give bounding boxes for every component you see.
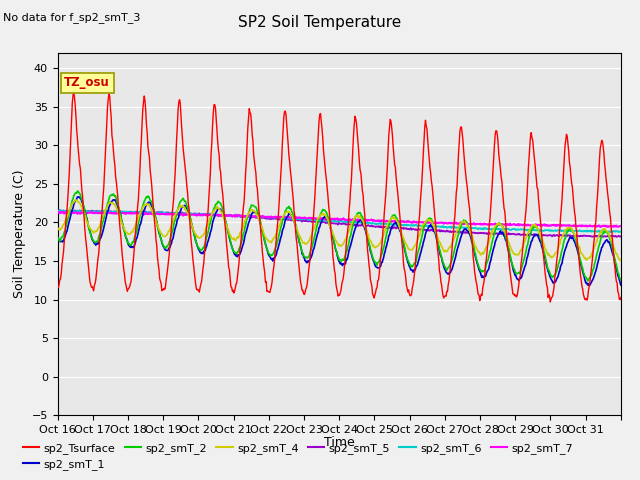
Y-axis label: Soil Temperature (C): Soil Temperature (C) <box>13 170 26 298</box>
Legend: sp2_Tsurface, sp2_smT_1, sp2_smT_2, sp2_smT_4, sp2_smT_5, sp2_smT_6, sp2_smT_7: sp2_Tsurface, sp2_smT_1, sp2_smT_2, sp2_… <box>19 438 578 474</box>
Text: TZ_osu: TZ_osu <box>65 76 110 89</box>
Text: SP2 Soil Temperature: SP2 Soil Temperature <box>238 15 402 30</box>
Text: No data for f_sp2_smT_3: No data for f_sp2_smT_3 <box>3 12 141 23</box>
X-axis label: Time: Time <box>324 436 355 449</box>
